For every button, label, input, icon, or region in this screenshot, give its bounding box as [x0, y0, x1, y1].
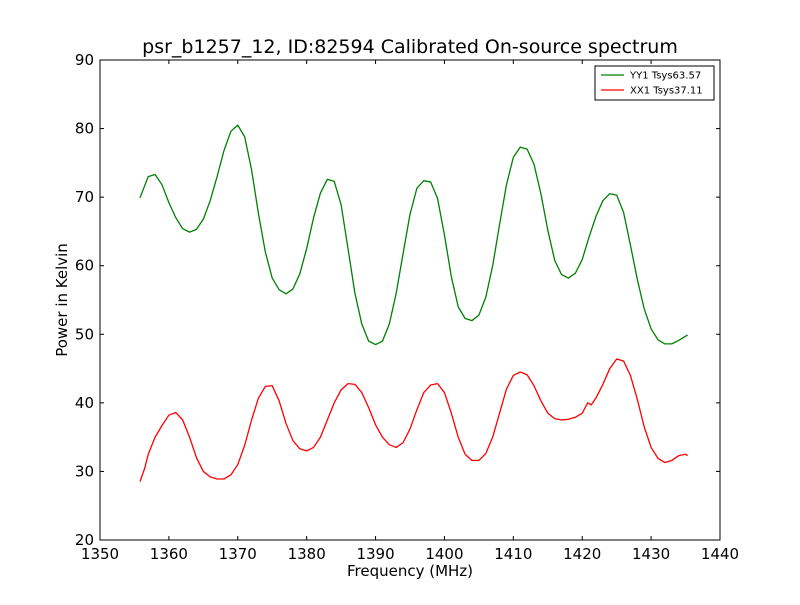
x-tick-label: 1390 [356, 545, 394, 563]
legend-box [594, 65, 715, 101]
y-tick-label: 40 [75, 394, 94, 412]
x-tick-label: 1380 [288, 545, 326, 563]
legend-label-yy1: YY1 Tsys63.57 [629, 71, 701, 82]
plot-frame [99, 59, 721, 541]
x-axis-ticks: 1350 1360 1370 1380 1390 1400 1410 1420 1430 1440 [81, 60, 739, 563]
legend: YY1 Tsys63.57 XX1 Tsys37.11 [594, 65, 715, 101]
y-tick-label: 20 [75, 531, 94, 549]
y-tick-label: 50 [75, 325, 94, 343]
x-tick-label: 1400 [425, 545, 463, 563]
x-tick-label: 1440 [701, 545, 739, 563]
x-tick-label: 1350 [81, 545, 119, 563]
chart-title: psr_b1257_12, ID:82594 Calibrated On-sou… [142, 36, 678, 58]
series-line-0 [139, 124, 688, 346]
y-tick-label: 60 [75, 257, 94, 275]
legend-label-xx1: XX1 Tsys37.11 [630, 86, 703, 97]
y-tick-label: 30 [75, 462, 94, 480]
series-line-1 [139, 358, 688, 482]
series-layer [139, 124, 688, 482]
x-tick-label: 1420 [563, 545, 601, 563]
y-axis-ticks: 20 30 40 50 60 70 80 90 [75, 51, 720, 549]
y-axis-label: Power in Kelvin [53, 243, 71, 357]
y-tick-label: 80 [75, 120, 94, 138]
x-axis-label: Frequency (MHz) [347, 562, 473, 580]
x-tick-label: 1360 [150, 545, 188, 563]
x-tick-label: 1370 [219, 545, 257, 563]
x-tick-label: 1430 [632, 545, 670, 563]
y-tick-label: 70 [75, 188, 94, 206]
x-tick-label: 1410 [494, 545, 532, 563]
y-tick-label: 90 [75, 51, 94, 69]
